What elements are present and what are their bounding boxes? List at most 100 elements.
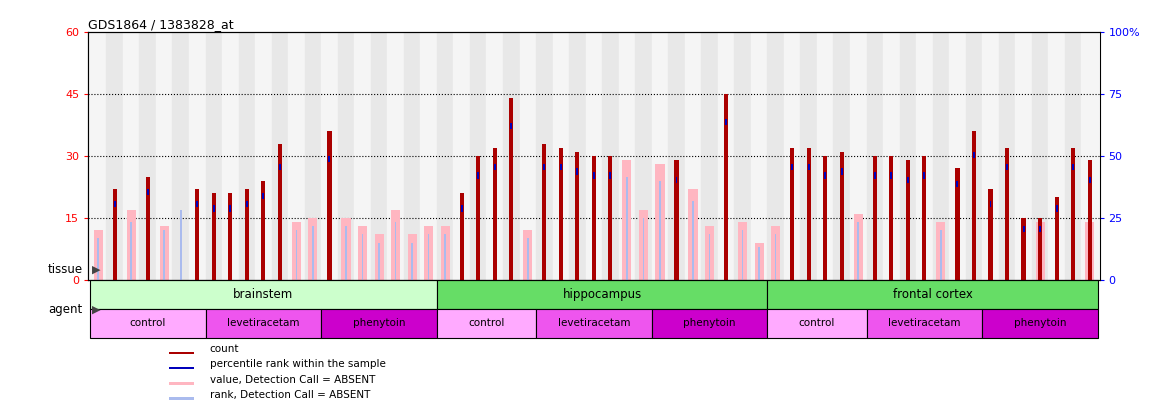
Bar [454, 32, 470, 279]
Bar [1055, 197, 1058, 279]
Bar [536, 32, 553, 279]
Bar [750, 32, 768, 279]
Bar [228, 193, 233, 279]
Bar [487, 32, 503, 279]
Bar [362, 234, 363, 279]
Bar [387, 32, 403, 279]
Bar [652, 309, 768, 338]
Bar [106, 32, 123, 279]
Bar [973, 152, 975, 158]
Bar [1023, 226, 1024, 232]
Bar [131, 222, 132, 279]
Bar [308, 218, 318, 279]
Bar [586, 32, 602, 279]
Bar [327, 131, 332, 279]
Text: ▶: ▶ [92, 264, 100, 274]
Bar [755, 243, 763, 279]
Bar [543, 164, 546, 171]
Text: brainstem: brainstem [233, 288, 294, 301]
Bar [956, 181, 958, 187]
Bar [278, 144, 282, 279]
Bar [239, 32, 255, 279]
Bar [113, 189, 116, 279]
Bar [916, 32, 933, 279]
Bar [824, 173, 827, 179]
Bar [180, 209, 181, 279]
Bar [639, 209, 648, 279]
Bar [873, 156, 877, 279]
Bar [354, 32, 370, 279]
Bar [94, 230, 102, 279]
Bar [889, 156, 894, 279]
Bar [608, 156, 613, 279]
Bar [494, 164, 496, 171]
Bar [890, 173, 893, 179]
Bar [206, 32, 222, 279]
Bar [1073, 164, 1074, 171]
Bar [854, 214, 863, 279]
Bar [655, 164, 664, 279]
Bar [140, 32, 156, 279]
Bar [477, 173, 479, 179]
Bar [169, 397, 194, 400]
Bar [169, 352, 194, 354]
Bar [971, 131, 976, 279]
Bar [292, 222, 301, 279]
Bar [801, 32, 817, 279]
Bar [321, 32, 338, 279]
Bar [559, 148, 563, 279]
Bar [441, 226, 449, 279]
Text: control: control [799, 318, 835, 328]
Bar [169, 382, 194, 385]
Bar [768, 32, 784, 279]
Bar [626, 177, 628, 279]
Bar [160, 226, 169, 279]
Bar [262, 193, 265, 199]
Bar [295, 230, 298, 279]
Bar [1082, 32, 1098, 279]
Text: percentile rank within the sample: percentile rank within the sample [209, 360, 386, 369]
Bar [857, 222, 860, 279]
Bar [195, 189, 200, 279]
Bar [1022, 218, 1025, 279]
Bar [775, 234, 776, 279]
Bar [1048, 32, 1064, 279]
Bar [146, 177, 149, 279]
Bar [503, 32, 520, 279]
Bar [989, 201, 991, 207]
Bar [527, 239, 528, 279]
Bar [245, 189, 249, 279]
Bar [370, 32, 387, 279]
Bar [874, 173, 876, 179]
Bar [742, 230, 743, 279]
Bar [312, 226, 314, 279]
Text: levetiracetam: levetiracetam [227, 318, 300, 328]
Bar [693, 201, 694, 279]
Bar [346, 226, 347, 279]
Bar [328, 156, 330, 162]
Bar [374, 234, 383, 279]
Bar [771, 226, 780, 279]
Text: phenytoin: phenytoin [683, 318, 736, 328]
Bar [425, 226, 433, 279]
Bar [1064, 32, 1082, 279]
Bar [965, 32, 982, 279]
Bar [206, 309, 321, 338]
Bar [510, 123, 513, 129]
Bar [922, 156, 927, 279]
Text: control: control [468, 318, 505, 328]
Bar [213, 205, 215, 212]
Bar [1040, 226, 1041, 232]
Bar [642, 218, 644, 279]
Bar [173, 32, 189, 279]
Bar [395, 222, 396, 279]
Bar [98, 239, 99, 279]
Bar [675, 160, 679, 279]
Bar [684, 32, 701, 279]
Bar [592, 156, 596, 279]
Bar [288, 32, 305, 279]
Bar [569, 32, 586, 279]
Bar [1088, 160, 1091, 279]
Bar [461, 205, 462, 212]
Text: GDS1864 / 1383828_at: GDS1864 / 1383828_at [88, 18, 234, 31]
